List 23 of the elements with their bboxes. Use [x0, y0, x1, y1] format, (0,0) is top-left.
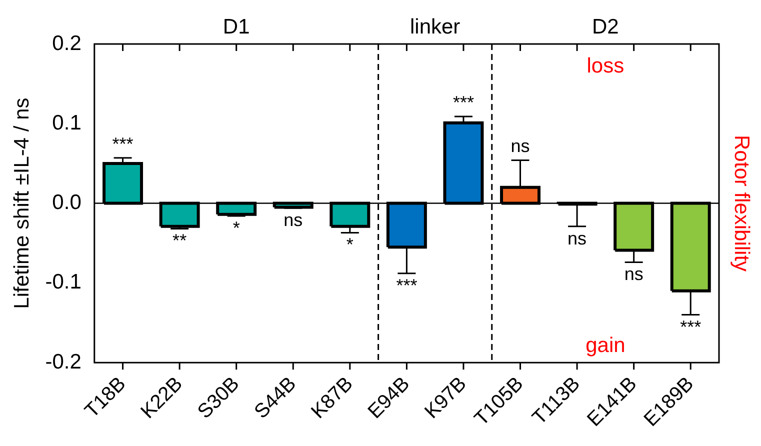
annotation: *** — [396, 275, 418, 296]
annotation: loss — [586, 54, 624, 78]
text: D1 — [222, 15, 250, 38]
annotation: *** — [680, 316, 702, 337]
text: linker — [410, 15, 460, 38]
annotation: * — [232, 218, 240, 238]
text: Rotor flexibility — [730, 135, 754, 272]
y-tick-label: -0.2 — [45, 350, 82, 374]
text: D2 — [592, 15, 619, 38]
y-axis-title: Lifetime shift ±IL-4 / ns — [10, 98, 34, 309]
annotation: * — [346, 234, 354, 255]
y-tick-label: 0.0 — [52, 191, 82, 214]
annotation: ns — [284, 210, 303, 230]
annotation: *** — [452, 92, 474, 112]
annotation: ns — [510, 136, 530, 156]
annotation: *** — [112, 134, 134, 154]
annotation: ns — [568, 228, 587, 248]
y-tick-label: 0.2 — [52, 32, 82, 55]
annotation: ** — [172, 230, 187, 251]
annotation: gain — [586, 334, 626, 357]
y-tick-label: 0.1 — [52, 111, 82, 134]
y-tick-label: -0.1 — [45, 270, 82, 294]
annotation: ns — [624, 264, 644, 284]
